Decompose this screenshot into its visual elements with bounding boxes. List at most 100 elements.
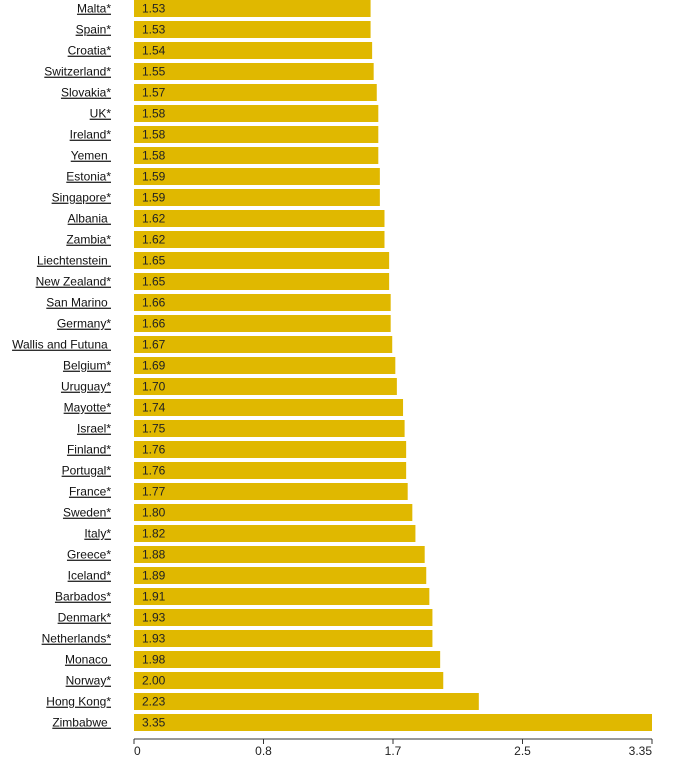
category-link[interactable]: France* <box>69 485 111 499</box>
category-link[interactable]: Albania <box>68 212 111 226</box>
category-link[interactable]: Hong Kong* <box>46 695 111 709</box>
bar <box>134 609 433 626</box>
bar <box>134 21 371 38</box>
bar <box>134 84 377 101</box>
category-link[interactable]: Wallis and Futuna <box>12 338 111 352</box>
value-label: 1.74 <box>142 401 166 415</box>
category-link[interactable]: Mayotte* <box>64 401 112 415</box>
category-link[interactable]: Denmark* <box>58 611 112 625</box>
bar <box>134 42 373 59</box>
value-label: 1.80 <box>142 506 166 520</box>
bar <box>134 168 380 185</box>
value-label: 1.67 <box>142 338 166 352</box>
category-link[interactable]: San Marino <box>46 296 111 310</box>
value-label: 1.65 <box>142 275 166 289</box>
bar <box>134 252 390 269</box>
bar <box>134 462 407 479</box>
value-label: 1.66 <box>142 317 166 331</box>
category-link[interactable]: Zambia* <box>66 233 111 247</box>
category-link[interactable]: Zimbabwe <box>52 716 111 730</box>
value-label: 1.69 <box>142 359 166 373</box>
bar <box>134 546 425 563</box>
bar <box>134 651 441 668</box>
category-link[interactable]: Israel* <box>77 422 111 436</box>
bar <box>134 441 407 458</box>
category-link[interactable]: Sweden* <box>63 506 111 520</box>
category-link[interactable]: Singapore* <box>52 191 112 205</box>
category-link[interactable]: Finland* <box>67 443 111 457</box>
bar <box>134 357 396 374</box>
category-link[interactable]: Belgium* <box>63 359 111 373</box>
category-link[interactable]: Croatia* <box>68 44 112 58</box>
bar <box>134 672 444 689</box>
bar <box>134 399 404 416</box>
value-label: 1.89 <box>142 569 166 583</box>
value-label: 1.58 <box>142 149 166 163</box>
value-label: 1.62 <box>142 233 166 247</box>
value-label: 1.57 <box>142 86 166 100</box>
bar <box>134 210 385 227</box>
x-tick-label: 1.7 <box>385 744 402 758</box>
category-link[interactable]: Germany* <box>57 317 111 331</box>
value-label: 1.53 <box>142 2 166 16</box>
category-link[interactable]: Ireland* <box>70 128 112 142</box>
value-label: 1.66 <box>142 296 166 310</box>
value-label: 1.93 <box>142 611 166 625</box>
value-label: 1.53 <box>142 23 166 37</box>
bar <box>134 105 379 122</box>
value-label: 1.55 <box>142 65 166 79</box>
category-link[interactable]: Yemen <box>71 149 111 163</box>
bar <box>134 294 391 311</box>
value-label: 1.54 <box>142 44 166 58</box>
bar <box>134 63 374 80</box>
value-label: 1.58 <box>142 128 166 142</box>
bar <box>134 147 379 164</box>
value-label: 1.88 <box>142 548 166 562</box>
category-link[interactable]: Switzerland* <box>44 65 111 79</box>
category-link[interactable]: Uruguay* <box>61 380 111 394</box>
value-label: 1.76 <box>142 443 166 457</box>
value-label: 1.75 <box>142 422 166 436</box>
bar <box>134 336 393 353</box>
bar <box>134 714 652 731</box>
value-label: 1.70 <box>142 380 166 394</box>
x-tick-label: 2.5 <box>514 744 531 758</box>
value-label: 1.93 <box>142 632 166 646</box>
bar <box>134 504 413 521</box>
bar <box>134 273 390 290</box>
value-label: 1.76 <box>142 464 166 478</box>
x-tick-label: 3.35 <box>629 744 653 758</box>
category-link[interactable]: Greece* <box>67 548 111 562</box>
category-link[interactable]: Italy* <box>84 527 111 541</box>
value-label: 3.35 <box>142 716 166 730</box>
category-link[interactable]: Portugal* <box>62 464 112 478</box>
value-label: 1.58 <box>142 107 166 121</box>
category-link[interactable]: New Zealand* <box>36 275 112 289</box>
value-label: 2.00 <box>142 674 166 688</box>
bar <box>134 483 408 500</box>
bar <box>134 378 397 395</box>
bar <box>134 315 391 332</box>
category-link[interactable]: UK* <box>90 107 112 121</box>
category-link[interactable]: Barbados* <box>55 590 111 604</box>
x-tick-label: 0 <box>134 744 141 758</box>
category-link[interactable]: Netherlands* <box>42 632 112 646</box>
category-link[interactable]: Norway* <box>66 674 112 688</box>
bar <box>134 567 427 584</box>
category-link[interactable]: Spain* <box>76 23 112 37</box>
category-link[interactable]: Slovakia* <box>61 86 111 100</box>
value-label: 1.98 <box>142 653 166 667</box>
category-link[interactable]: Estonia* <box>66 170 111 184</box>
bar <box>134 126 379 143</box>
value-label: 1.59 <box>142 170 166 184</box>
category-link[interactable]: Iceland* <box>68 569 112 583</box>
bar <box>134 189 380 206</box>
value-label: 1.77 <box>142 485 166 499</box>
category-link[interactable]: Liechtenstein <box>37 254 111 268</box>
category-link[interactable]: Malta* <box>77 2 111 16</box>
category-link[interactable]: Monaco <box>65 653 111 667</box>
bar <box>134 420 405 437</box>
x-tick-label: 0.8 <box>255 744 272 758</box>
bar <box>134 693 479 710</box>
